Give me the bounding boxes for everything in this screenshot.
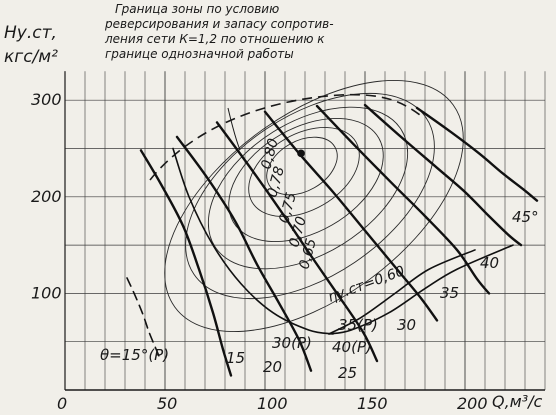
annotation-line-4: границе однозначной работы [105,47,294,61]
annotation-leader [227,107,241,151]
efficiency-contour-3 [207,106,409,270]
series-line-10 [126,277,160,357]
series-line-7 [172,147,334,335]
tick-labels: 0 50 100 150 200 100 200 300 [31,90,488,413]
y-tick-label-0: 100 [31,283,62,302]
y-tick-label-2: 300 [31,90,62,109]
curve-label-2: 25 [338,364,357,382]
series-line-3 [263,110,439,322]
curve-label-3: 30 [397,316,416,334]
efficiency-contour-5 [164,80,464,332]
series-line-2 [215,121,379,363]
efficiency-level-0: 0,80 [258,137,282,171]
curve-label-6: 45° [512,208,539,226]
x-tick-label-2: 100 [257,394,288,413]
curve-label-1: 20 [263,358,282,376]
y-axis-label: Hу.ст, кгс/м² [4,23,58,67]
annotation-line-3: ления сети К=1,2 по отношению к [105,32,325,46]
grid [64,71,546,391]
y-axis-label-line1: Hу.ст, [4,23,57,43]
x-axis-label: Q,м³/с [492,392,543,411]
characteristic-curves: 15 20 25 30 35 40 45° 30(P) 35(P) 40(P) θ=15°(P) [100,103,539,382]
curve-label-0: 15 [226,349,245,367]
annotation-line-2: реверсирования и запасу сопротив- [105,17,334,31]
efficiency-contour-0 [266,136,338,196]
efficiency-level-2: 0,75 [276,191,300,225]
y-axis-label-line2: кгс/м² [4,46,58,67]
series-line-4 [315,104,491,295]
annotation-line-1: Граница зоны по условию [115,2,280,16]
curve-label-9: 40(P) [332,338,372,356]
zone-boundary-curve [149,93,421,181]
efficiency-contour-2 [228,117,384,243]
efficiency-contour-4 [185,92,435,300]
boundary-annotation: Граница зоны по условию реверсирования и… [105,2,334,62]
curve-label-5: 40 [480,254,499,272]
y-tick-label-1: 200 [31,187,62,206]
curve-label-8: 35(P) [338,316,378,334]
curve-label-10: θ=15°(P) [100,346,169,364]
efficiency-level-4: 0,65 [296,237,320,271]
x-tick-label-0: 0 [57,394,67,413]
curve-label-7: 30(P) [272,334,312,352]
x-tick-label-4: 200 [457,394,488,413]
curve-label-4: 35 [440,284,459,302]
efficiency-level-1: 0,78 [264,165,288,199]
x-tick-label-1: 50 [157,394,177,413]
efficiency-contour-1 [248,127,360,217]
series-line-6 [415,106,539,202]
x-tick-label-3: 150 [357,394,388,413]
series-line-0 [139,149,233,377]
efficiency-level-3: 0,70 [286,215,310,249]
efficiency-label: ηу.ст=0,60 [326,263,407,306]
series-line-9 [328,244,514,335]
series-line-8 [328,249,476,335]
series-line-1 [175,135,313,372]
series-line-5 [363,103,523,247]
